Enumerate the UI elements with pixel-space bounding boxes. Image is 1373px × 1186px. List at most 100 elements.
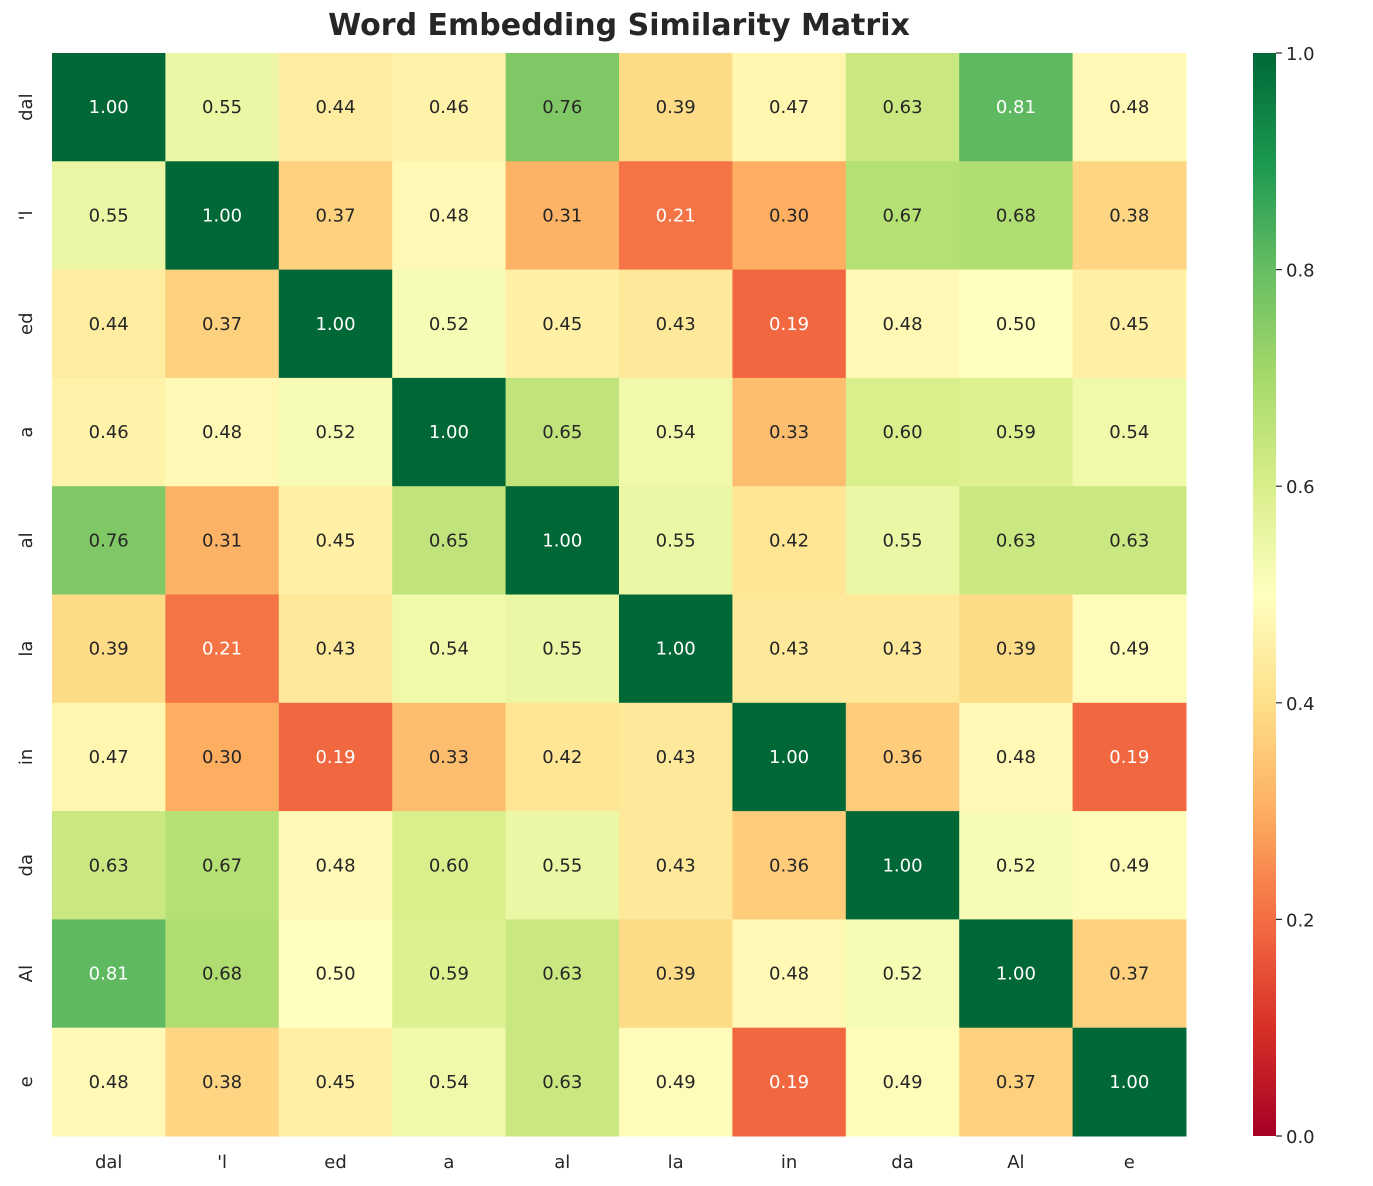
cell-annotation: 0.52: [996, 855, 1036, 876]
cell-annotation: 0.44: [89, 314, 129, 335]
heatmap-cell: [505, 53, 620, 162]
cell-annotation: 0.48: [89, 1072, 129, 1093]
colorbar-tick-label: 0.0: [1286, 1127, 1315, 1148]
cell-annotation: 0.55: [202, 97, 242, 118]
cell-annotation: 0.55: [542, 855, 582, 876]
heatmap-cell: [505, 702, 620, 812]
heatmap-cell: [845, 702, 960, 812]
heatmap-cell: [845, 53, 960, 162]
cell-annotation: 0.19: [315, 747, 355, 768]
colorbar-tick-label: 0.2: [1286, 910, 1315, 931]
heatmap-cell: [959, 1027, 1074, 1137]
heatmap-cell: [959, 377, 1074, 487]
cell-annotation: 0.44: [315, 97, 355, 118]
cell-annotation: 0.48: [315, 855, 355, 876]
cell-annotation: 0.55: [882, 530, 922, 551]
cell-annotation: 0.37: [996, 1072, 1036, 1093]
cell-annotation: 0.49: [882, 1072, 922, 1093]
cell-annotation: 0.45: [315, 530, 355, 551]
cell-annotation: 0.49: [1109, 855, 1149, 876]
heatmap-cells: 1.00 0.55 0.44 0.46 0.76 0.39 0.47 0.63 0.81 0.48…: [52, 53, 1187, 1137]
heatmap-cell: [392, 269, 507, 379]
cell-annotation: 0.50: [315, 964, 355, 985]
x-tick-label: la: [668, 1152, 684, 1173]
cell-annotation: 0.52: [315, 422, 355, 443]
cell-annotation: 1.00: [315, 314, 355, 335]
heatmap-cell: [278, 594, 393, 704]
heatmap-cell: [959, 269, 1074, 379]
cell-annotation: 0.31: [202, 530, 242, 551]
cell-annotation: 0.76: [89, 530, 129, 551]
heatmap-cell: [732, 919, 847, 1029]
heatmap-cell: [732, 377, 847, 487]
heatmap-cell: [278, 269, 393, 379]
heatmap-cell: [619, 53, 733, 162]
heatmap-cell: [392, 1027, 507, 1137]
cell-annotation: 0.55: [89, 205, 129, 226]
colorbar-tick-label: 0.8: [1286, 261, 1315, 282]
cell-annotation: 0.48: [882, 314, 922, 335]
heatmap-cell: [732, 811, 847, 920]
heatmap-cell: [278, 702, 393, 812]
heatmap-cell: [505, 594, 620, 704]
cell-annotation: 0.37: [315, 205, 355, 226]
heatmap-cell: [1072, 161, 1187, 271]
heatmap-cell: [732, 486, 847, 595]
heatmap-cell: [959, 486, 1074, 595]
heatmap-cell: [619, 594, 733, 704]
cell-annotation: 1.00: [769, 747, 809, 768]
cell-annotation: 0.43: [656, 747, 696, 768]
cell-annotation: 0.19: [1109, 747, 1149, 768]
x-tick-label: dal: [95, 1152, 122, 1173]
cell-annotation: 1.00: [996, 964, 1036, 985]
cell-annotation: 1.00: [882, 855, 922, 876]
cell-annotation: 0.43: [656, 314, 696, 335]
cell-annotation: 0.47: [89, 747, 129, 768]
cell-annotation: 0.65: [429, 530, 469, 551]
cell-annotation: 0.38: [202, 1072, 242, 1093]
cell-annotation: 0.43: [315, 639, 355, 660]
heatmap-cell: [278, 919, 393, 1029]
cell-annotation: 0.42: [542, 747, 582, 768]
heatmap-cell: [392, 594, 507, 704]
heatmap-cell: [278, 486, 393, 595]
y-tick-label: e: [16, 1076, 37, 1087]
heatmap-cell: [392, 702, 507, 812]
colorbar-tick-label: 1.0: [1286, 44, 1315, 65]
heatmap-cell: [392, 486, 507, 595]
heatmap-cell: [52, 269, 166, 379]
cell-annotation: 0.68: [202, 964, 242, 985]
heatmap-cell: [505, 377, 620, 487]
heatmap-cell: [959, 702, 1074, 812]
heatmap-cell: [845, 161, 960, 271]
cell-annotation: 0.30: [769, 205, 809, 226]
heatmap-cell: [165, 1027, 280, 1137]
heatmap-cell: [165, 702, 280, 812]
cell-annotation: 0.33: [769, 422, 809, 443]
cell-annotation: 0.21: [656, 205, 696, 226]
x-tick-label: Al: [1007, 1152, 1024, 1173]
cell-annotation: 0.48: [1109, 97, 1149, 118]
cell-annotation: 0.37: [1109, 964, 1149, 985]
heatmap-cell: [619, 919, 733, 1029]
cell-annotation: 0.39: [656, 97, 696, 118]
cell-annotation: 0.81: [996, 97, 1036, 118]
heatmap-cell: [619, 486, 733, 595]
heatmap-cell: [1072, 486, 1187, 595]
y-tick-label: a: [16, 427, 37, 438]
cell-annotation: 1.00: [202, 205, 242, 226]
cell-annotation: 0.54: [429, 639, 469, 660]
y-tick-label: da: [16, 854, 37, 876]
cell-annotation: 1.00: [89, 97, 129, 118]
heatmap-cell: [959, 161, 1074, 271]
y-tick-label: ed: [16, 313, 37, 336]
heatmap-cell: [732, 161, 847, 271]
heatmap-cell: [52, 486, 166, 595]
cell-annotation: 0.60: [882, 422, 922, 443]
cell-annotation: 0.63: [882, 97, 922, 118]
heatmap-cell: [52, 1027, 166, 1137]
heatmap-cell: [165, 919, 280, 1029]
cell-annotation: 1.00: [429, 422, 469, 443]
heatmap-cell: [732, 702, 847, 812]
heatmap-cell: [1072, 53, 1187, 162]
